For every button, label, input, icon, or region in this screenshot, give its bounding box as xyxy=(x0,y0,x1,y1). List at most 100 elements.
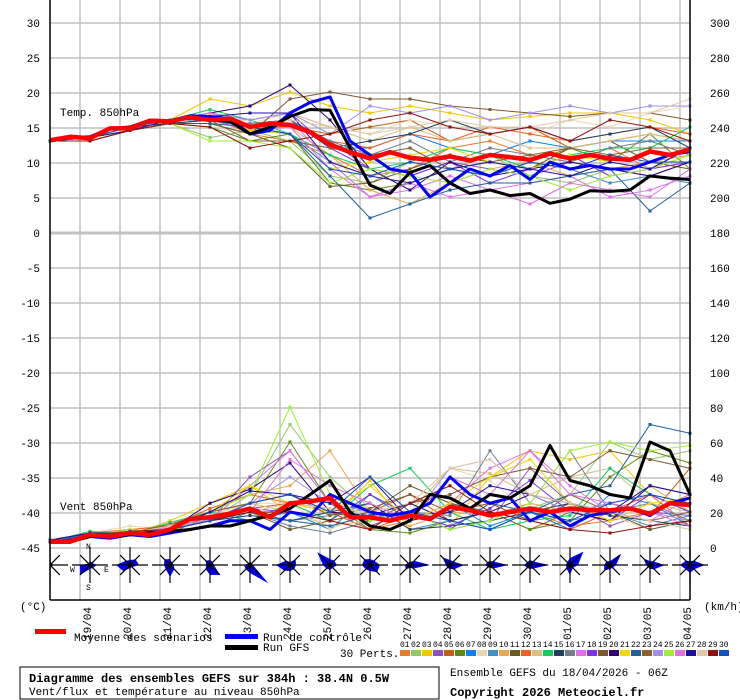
pert-legend-number: 14 xyxy=(543,641,553,650)
pert-22-temp-line-point xyxy=(368,216,372,220)
pert-25-temp-line-point xyxy=(368,167,372,171)
pert-23-temp-line-point xyxy=(408,146,412,150)
pert-02-wind-line-point xyxy=(328,475,332,479)
left-tick-label: -30 xyxy=(20,439,40,451)
pert-legend-number: 23 xyxy=(642,641,652,650)
pert-03-wind-line-point xyxy=(368,479,372,482)
pert-16-temp-line-point xyxy=(408,139,412,143)
pert-30-wind-line-point xyxy=(248,501,252,505)
pert-29-temp-line-point xyxy=(288,139,292,143)
right-tick-label: 60 xyxy=(710,439,723,451)
pert-legend-number: 12 xyxy=(521,641,531,650)
pert-04-wind-line-point xyxy=(608,524,612,528)
pert-13-temp-line xyxy=(50,112,690,149)
pert-27-wind-line-point xyxy=(488,484,492,488)
pert-legend-number: 25 xyxy=(664,641,674,650)
pert-14-temp-line-point xyxy=(328,153,332,157)
pert-26-temp-line-point xyxy=(368,195,372,199)
date-label: 19/04 xyxy=(83,607,95,640)
date-label: 29/04 xyxy=(483,607,495,640)
wind-rose xyxy=(512,547,549,583)
pert-25-wind-line-point xyxy=(128,528,132,531)
right-tick-label: 40 xyxy=(710,474,723,486)
left-tick-label: -5 xyxy=(27,264,40,276)
pert-15-wind-line-point xyxy=(608,514,612,517)
right-tick-label: 20 xyxy=(710,509,723,521)
pert-16-temp-line-point xyxy=(488,146,492,150)
wind-rose xyxy=(112,547,148,583)
pert-25-wind-line-point xyxy=(608,440,612,444)
pert-28-wind-line-point xyxy=(448,466,452,470)
wind-rose-center xyxy=(87,562,93,568)
pert-28-temp-line-point xyxy=(328,125,332,129)
legend-gfs-label: Run GFS xyxy=(263,643,310,655)
pert-03-temp-line-point xyxy=(208,97,212,101)
legend-control-label: Run de contrôle xyxy=(263,633,362,645)
date-label: 25/04 xyxy=(323,607,335,640)
pert-23-temp-line-point xyxy=(528,153,532,157)
date-label: 22/04 xyxy=(203,607,215,640)
wind-rose-axis xyxy=(50,554,61,566)
pert-legend-number: 16 xyxy=(565,641,575,650)
wind-rose xyxy=(192,547,228,583)
pert-legend-number: 08 xyxy=(477,641,487,650)
date-label: 03/05 xyxy=(643,607,655,640)
pert-16-wind-line-point xyxy=(448,514,452,517)
pert-29-wind-line-point xyxy=(568,528,572,531)
pert-28-wind-line-point xyxy=(328,507,332,510)
date-label: 30/04 xyxy=(523,607,535,640)
pert-22-wind-line-point xyxy=(608,484,612,488)
pert-20-temp-line-point xyxy=(248,104,252,108)
pert-legend-swatch xyxy=(532,650,542,656)
pert-28-temp-line-point xyxy=(568,118,572,122)
pert-20-temp-line-point xyxy=(288,83,292,87)
gfs-wind-line xyxy=(50,440,690,544)
pert-16-wind-line-point xyxy=(488,449,492,453)
pert-07-temp-line-point xyxy=(528,139,532,143)
pert-12-temp-line-point xyxy=(528,132,532,136)
pert-29-temp-line-point xyxy=(608,118,612,122)
pert-legend-swatch xyxy=(708,650,718,656)
pert-06-wind-line-point xyxy=(608,475,612,479)
pert-08-wind-line-point xyxy=(488,479,492,482)
pert-30-temp-line-point xyxy=(448,167,452,171)
pert-legend-number: 17 xyxy=(576,641,586,650)
main-lines xyxy=(50,95,690,544)
pert-28-temp-line-point xyxy=(288,118,292,122)
pert-14-wind-line-point xyxy=(88,529,92,533)
pert-30-wind-line-point xyxy=(448,519,452,523)
pert-13-temp-line-point xyxy=(528,146,532,150)
pert-legend-swatch xyxy=(653,650,663,656)
pert-legend-number: 01 xyxy=(400,641,410,650)
left-tick-label: 25 xyxy=(27,54,40,66)
right-tick-label: 160 xyxy=(710,264,730,276)
pert-25-temp-line-point xyxy=(488,167,492,171)
wind-rose-center xyxy=(367,562,373,568)
date-label: 24/04 xyxy=(283,607,295,640)
pert-29-temp-line xyxy=(50,112,690,149)
pert-22-wind-line-point xyxy=(648,423,652,426)
pert-26-wind-line-point xyxy=(368,501,372,505)
pert-26-wind-line-point xyxy=(528,449,532,453)
right-tick-label: 280 xyxy=(710,54,730,66)
wind-rose xyxy=(312,547,348,583)
pert-26-wind-line-point xyxy=(568,493,572,496)
pert-legend-swatch xyxy=(598,650,608,656)
date-label: 27/04 xyxy=(403,607,415,640)
pert-legend-number: 29 xyxy=(708,641,718,650)
pert-11-temp-line-point xyxy=(328,185,332,188)
pert-legend-swatch xyxy=(620,650,630,656)
pert-legend-number: 18 xyxy=(587,641,597,650)
pert-legend-swatch xyxy=(587,650,597,656)
pert-10-wind-line-point xyxy=(408,524,412,528)
pert-legend-swatch xyxy=(686,650,696,656)
pert-27-temp-line-point xyxy=(488,160,492,164)
pert-10-wind-line-point xyxy=(328,449,332,453)
pert-11-wind-line-point xyxy=(288,528,292,531)
wind-panel-label: Vent 850hPa xyxy=(60,502,133,514)
right-tick-label: 120 xyxy=(710,334,730,346)
pert-legend-number: 04 xyxy=(433,641,443,650)
pert-legend-swatch xyxy=(422,650,432,656)
